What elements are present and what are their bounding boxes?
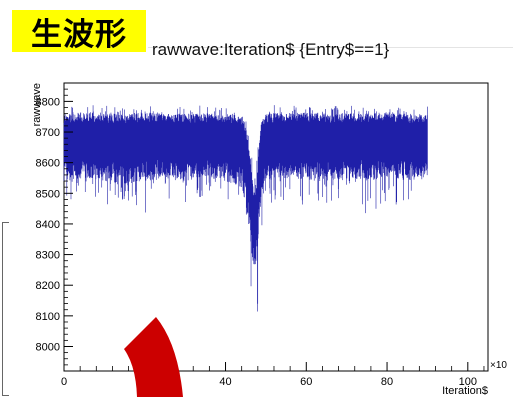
label-box: 生波形 xyxy=(12,10,146,53)
red-arc-decoration xyxy=(124,317,183,397)
x-tick-label: 40 xyxy=(219,376,231,388)
y-tick-label: 8600 xyxy=(36,158,60,170)
title-underline xyxy=(148,47,513,48)
x-axis-label: Iteration$ xyxy=(442,385,488,397)
plot-frame xyxy=(63,82,489,372)
y-tick-label: 8800 xyxy=(36,96,60,108)
y-tick-label: 8400 xyxy=(36,219,60,231)
x-tick-label: 60 xyxy=(300,376,312,388)
y-tick-label: 8300 xyxy=(36,250,60,262)
y-tick-label: 8100 xyxy=(36,311,60,323)
x-tick-label: 0 xyxy=(61,376,67,388)
x-multiplier: ×10 xyxy=(490,360,507,371)
left-bracket xyxy=(2,222,9,396)
chart-title: rawwave:Iteration$ {Entry$==1} xyxy=(152,40,390,59)
y-axis-label: rawwave xyxy=(31,83,43,126)
data-series-rawwave xyxy=(63,105,428,312)
y-tick-label: 8500 xyxy=(36,188,60,200)
y-tick-label: 8700 xyxy=(36,127,60,139)
x-tick-label: 100 xyxy=(459,376,477,388)
x-tick-label: 80 xyxy=(381,376,393,388)
y-tick-label: 8000 xyxy=(36,341,60,353)
y-tick-label: 8200 xyxy=(36,280,60,292)
label-text: 生波形 xyxy=(31,16,127,53)
